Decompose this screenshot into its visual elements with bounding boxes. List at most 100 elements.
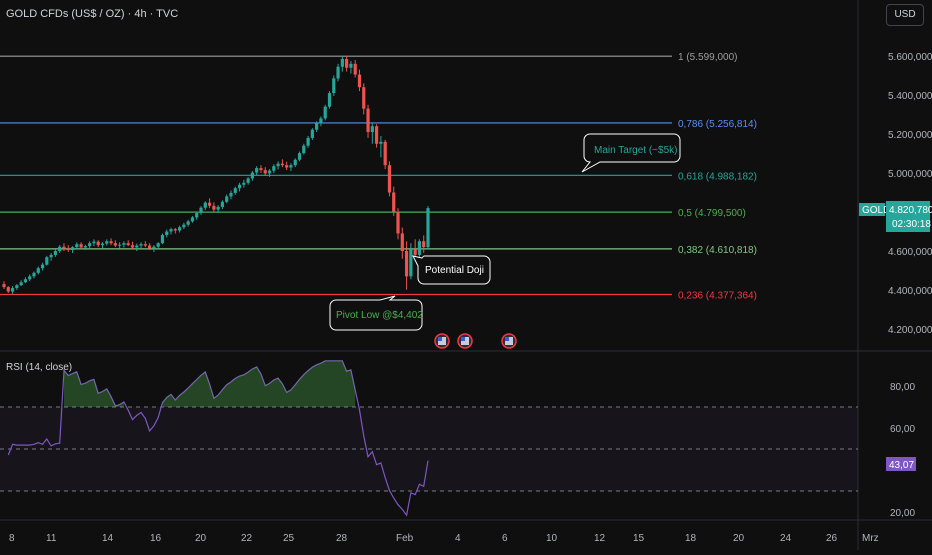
candle-body <box>75 244 79 248</box>
candle-body <box>310 129 314 138</box>
time-tick: 12 <box>594 533 606 544</box>
candle-body <box>357 74 362 88</box>
candle-body <box>250 172 255 179</box>
time-tick: Feb <box>396 533 414 544</box>
price-tick: 4.600,000 <box>888 247 932 258</box>
candlestick-series <box>2 56 430 294</box>
candle-body <box>306 137 310 146</box>
candle-body <box>199 207 203 213</box>
rsi-band <box>0 406 858 492</box>
candle-body <box>36 268 40 273</box>
time-axis[interactable]: 8 11 14 16 20 22 25 28 Feb 4 6 10 12 15 … <box>9 533 879 544</box>
candle-body <box>122 243 126 245</box>
price-tick: 5.400,000 <box>888 91 932 102</box>
candle-body <box>319 118 323 124</box>
us-flag-icon[interactable] <box>434 333 450 349</box>
rsi-value-label: 43,07 <box>889 460 914 471</box>
candle-body <box>62 246 66 249</box>
candle-body <box>152 246 156 249</box>
candle-body <box>293 159 297 166</box>
time-tick: 24 <box>780 533 792 544</box>
candle-body <box>387 165 392 193</box>
candle-body <box>302 145 306 154</box>
candle-body <box>190 217 195 222</box>
candle-body <box>83 246 87 248</box>
candle-body <box>207 202 212 206</box>
candle-body <box>242 182 246 185</box>
fibonacci-retracement[interactable]: 1 (5.599,000) 0,786 (5.256,814) 0,618 (4.9… <box>0 52 757 301</box>
main-target-callout[interactable]: Main Target (~$5k) <box>581 133 681 173</box>
potential-doji-text: Potential Doji <box>425 265 484 276</box>
candle-body <box>2 284 6 288</box>
candle-body <box>143 244 147 246</box>
candle-body <box>79 244 83 248</box>
rsi-line <box>7 360 429 517</box>
candle-body <box>263 170 267 174</box>
time-tick: 14 <box>102 533 114 544</box>
candle-body <box>255 168 259 173</box>
candle-body <box>229 192 233 197</box>
candle-body <box>203 202 207 208</box>
fib-level-label: 1 (5.599,000) <box>678 52 738 63</box>
candle-body <box>375 126 379 144</box>
candle-body <box>113 243 117 246</box>
candle-body <box>327 93 332 107</box>
us-flag-icon[interactable] <box>501 333 517 349</box>
fib-level-label: 0,382 (4.610,818) <box>678 245 757 256</box>
fib-level-label: 0,5 (4.799,500) <box>678 208 746 219</box>
potential-doji-callout[interactable]: Potential Doji <box>412 255 491 285</box>
candle-body <box>126 243 130 246</box>
time-tick: 8 <box>9 533 15 544</box>
fib-level-label: 0,618 (4.988,182) <box>678 171 757 182</box>
candle-body <box>66 248 70 251</box>
current-price-countdown: 02:30:18 <box>892 219 931 230</box>
candle-body <box>216 206 220 210</box>
candle-body <box>413 249 417 255</box>
candle-body <box>40 264 45 269</box>
current-price-value: 4.820,780 <box>889 205 932 216</box>
chart-title[interactable]: GOLD CFDs (US$ / OZ) · 4h · TVC <box>6 8 179 20</box>
candle-body <box>336 66 340 79</box>
current-price-label: GOLD 4.820,780 02:30:18 <box>859 201 932 232</box>
pivot-low-callout[interactable]: Pivot Low @$4,402 <box>329 295 423 331</box>
candle-body <box>169 229 173 232</box>
candle-body <box>422 241 426 248</box>
candle-body <box>285 165 289 168</box>
price-tick: 5.000,000 <box>888 169 932 180</box>
candle-body <box>45 257 49 265</box>
candle-body <box>353 63 357 75</box>
candle-body <box>49 254 53 258</box>
candle-body <box>88 243 92 247</box>
fib-level-label: 0,786 (5.256,814) <box>678 119 757 130</box>
us-flag-icon[interactable] <box>457 333 473 349</box>
candle-body <box>267 170 272 174</box>
candle-body <box>383 141 387 166</box>
candle-body <box>156 243 160 247</box>
candle-body <box>379 141 383 144</box>
candle-body <box>220 201 225 207</box>
time-tick: 4 <box>455 533 461 544</box>
rsi-title[interactable]: RSI (14, close) <box>6 362 73 373</box>
candle-body <box>259 168 263 171</box>
candle-body <box>212 205 216 210</box>
candle-body <box>323 106 327 119</box>
time-tick: 18 <box>685 533 697 544</box>
candle-body <box>276 163 280 167</box>
candle-body <box>15 285 19 289</box>
candle-body <box>345 58 349 68</box>
candle-body <box>6 287 10 292</box>
rsi-series <box>7 360 429 517</box>
rsi-overbought-fill <box>162 360 356 407</box>
candle-body <box>23 279 28 283</box>
candle-body <box>233 188 237 193</box>
rsi-axis-tick: 60,00 <box>890 424 915 435</box>
currency-button[interactable]: USD <box>886 4 924 26</box>
candle-body <box>297 153 302 160</box>
candle-body <box>340 58 344 67</box>
time-tick: 20 <box>733 533 745 544</box>
candle-body <box>349 63 353 68</box>
price-axis[interactable]: 5.600,000 5.400,000 5.200,000 5.000,000 … <box>888 52 932 336</box>
candle-body <box>396 212 400 234</box>
